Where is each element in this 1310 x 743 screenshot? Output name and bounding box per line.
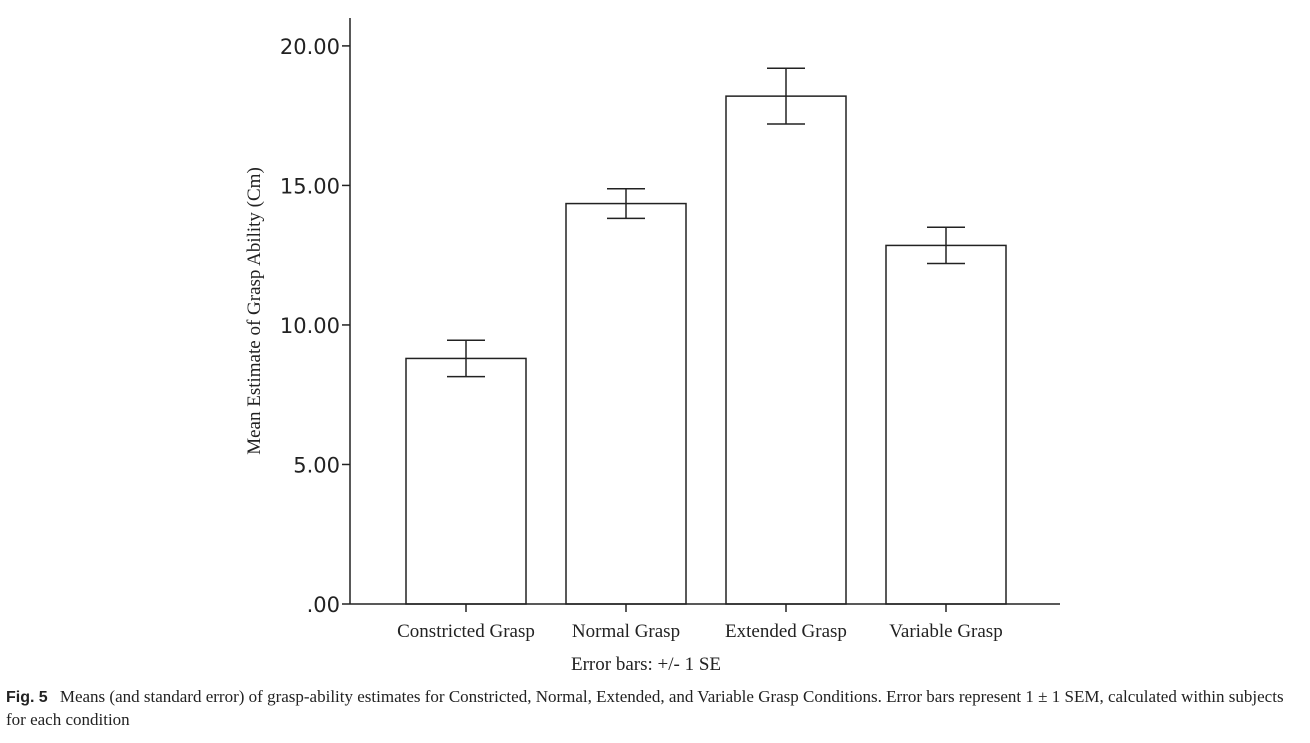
figure-caption: Fig. 5 Means (and standard error) of gra…	[6, 686, 1304, 731]
figure-caption-text: Means (and standard error) of grasp-abil…	[6, 687, 1284, 729]
bar	[885, 244, 1007, 605]
y-ticks-group: .00 5.00 10.00 15.00 20.00	[280, 35, 350, 617]
y-tick-label: 5.00	[293, 453, 340, 477]
bars-group	[405, 95, 1007, 605]
y-tick-label: .00	[307, 593, 340, 617]
bar	[725, 95, 847, 605]
y-tick-label: 10.00	[280, 314, 340, 338]
x-tick-label: Constricted Grasp	[397, 621, 535, 642]
bar	[405, 357, 527, 605]
x-axis-title: Error bars: +/- 1 SE	[571, 654, 721, 675]
figure-number: 5	[38, 689, 48, 706]
x-ticks-group: Constricted Grasp Normal Grasp Extended Gr…	[397, 604, 1003, 642]
error-bars-group	[447, 67, 965, 378]
y-tick-label: 20.00	[280, 35, 340, 59]
y-axis-title: Mean Estimate of Grasp Ability (Cm)	[244, 167, 265, 455]
bar-chart: .00 5.00 10.00 15.00 20.00 Constricted Grasp…	[244, 18, 1060, 675]
x-tick-label: Extended Grasp	[725, 621, 847, 642]
x-tick-label: Variable Grasp	[889, 621, 1002, 642]
bar	[565, 202, 687, 605]
x-tick-label: Normal Grasp	[572, 621, 680, 642]
figure-label: Fig.	[6, 689, 35, 706]
y-tick-label: 15.00	[280, 174, 340, 198]
